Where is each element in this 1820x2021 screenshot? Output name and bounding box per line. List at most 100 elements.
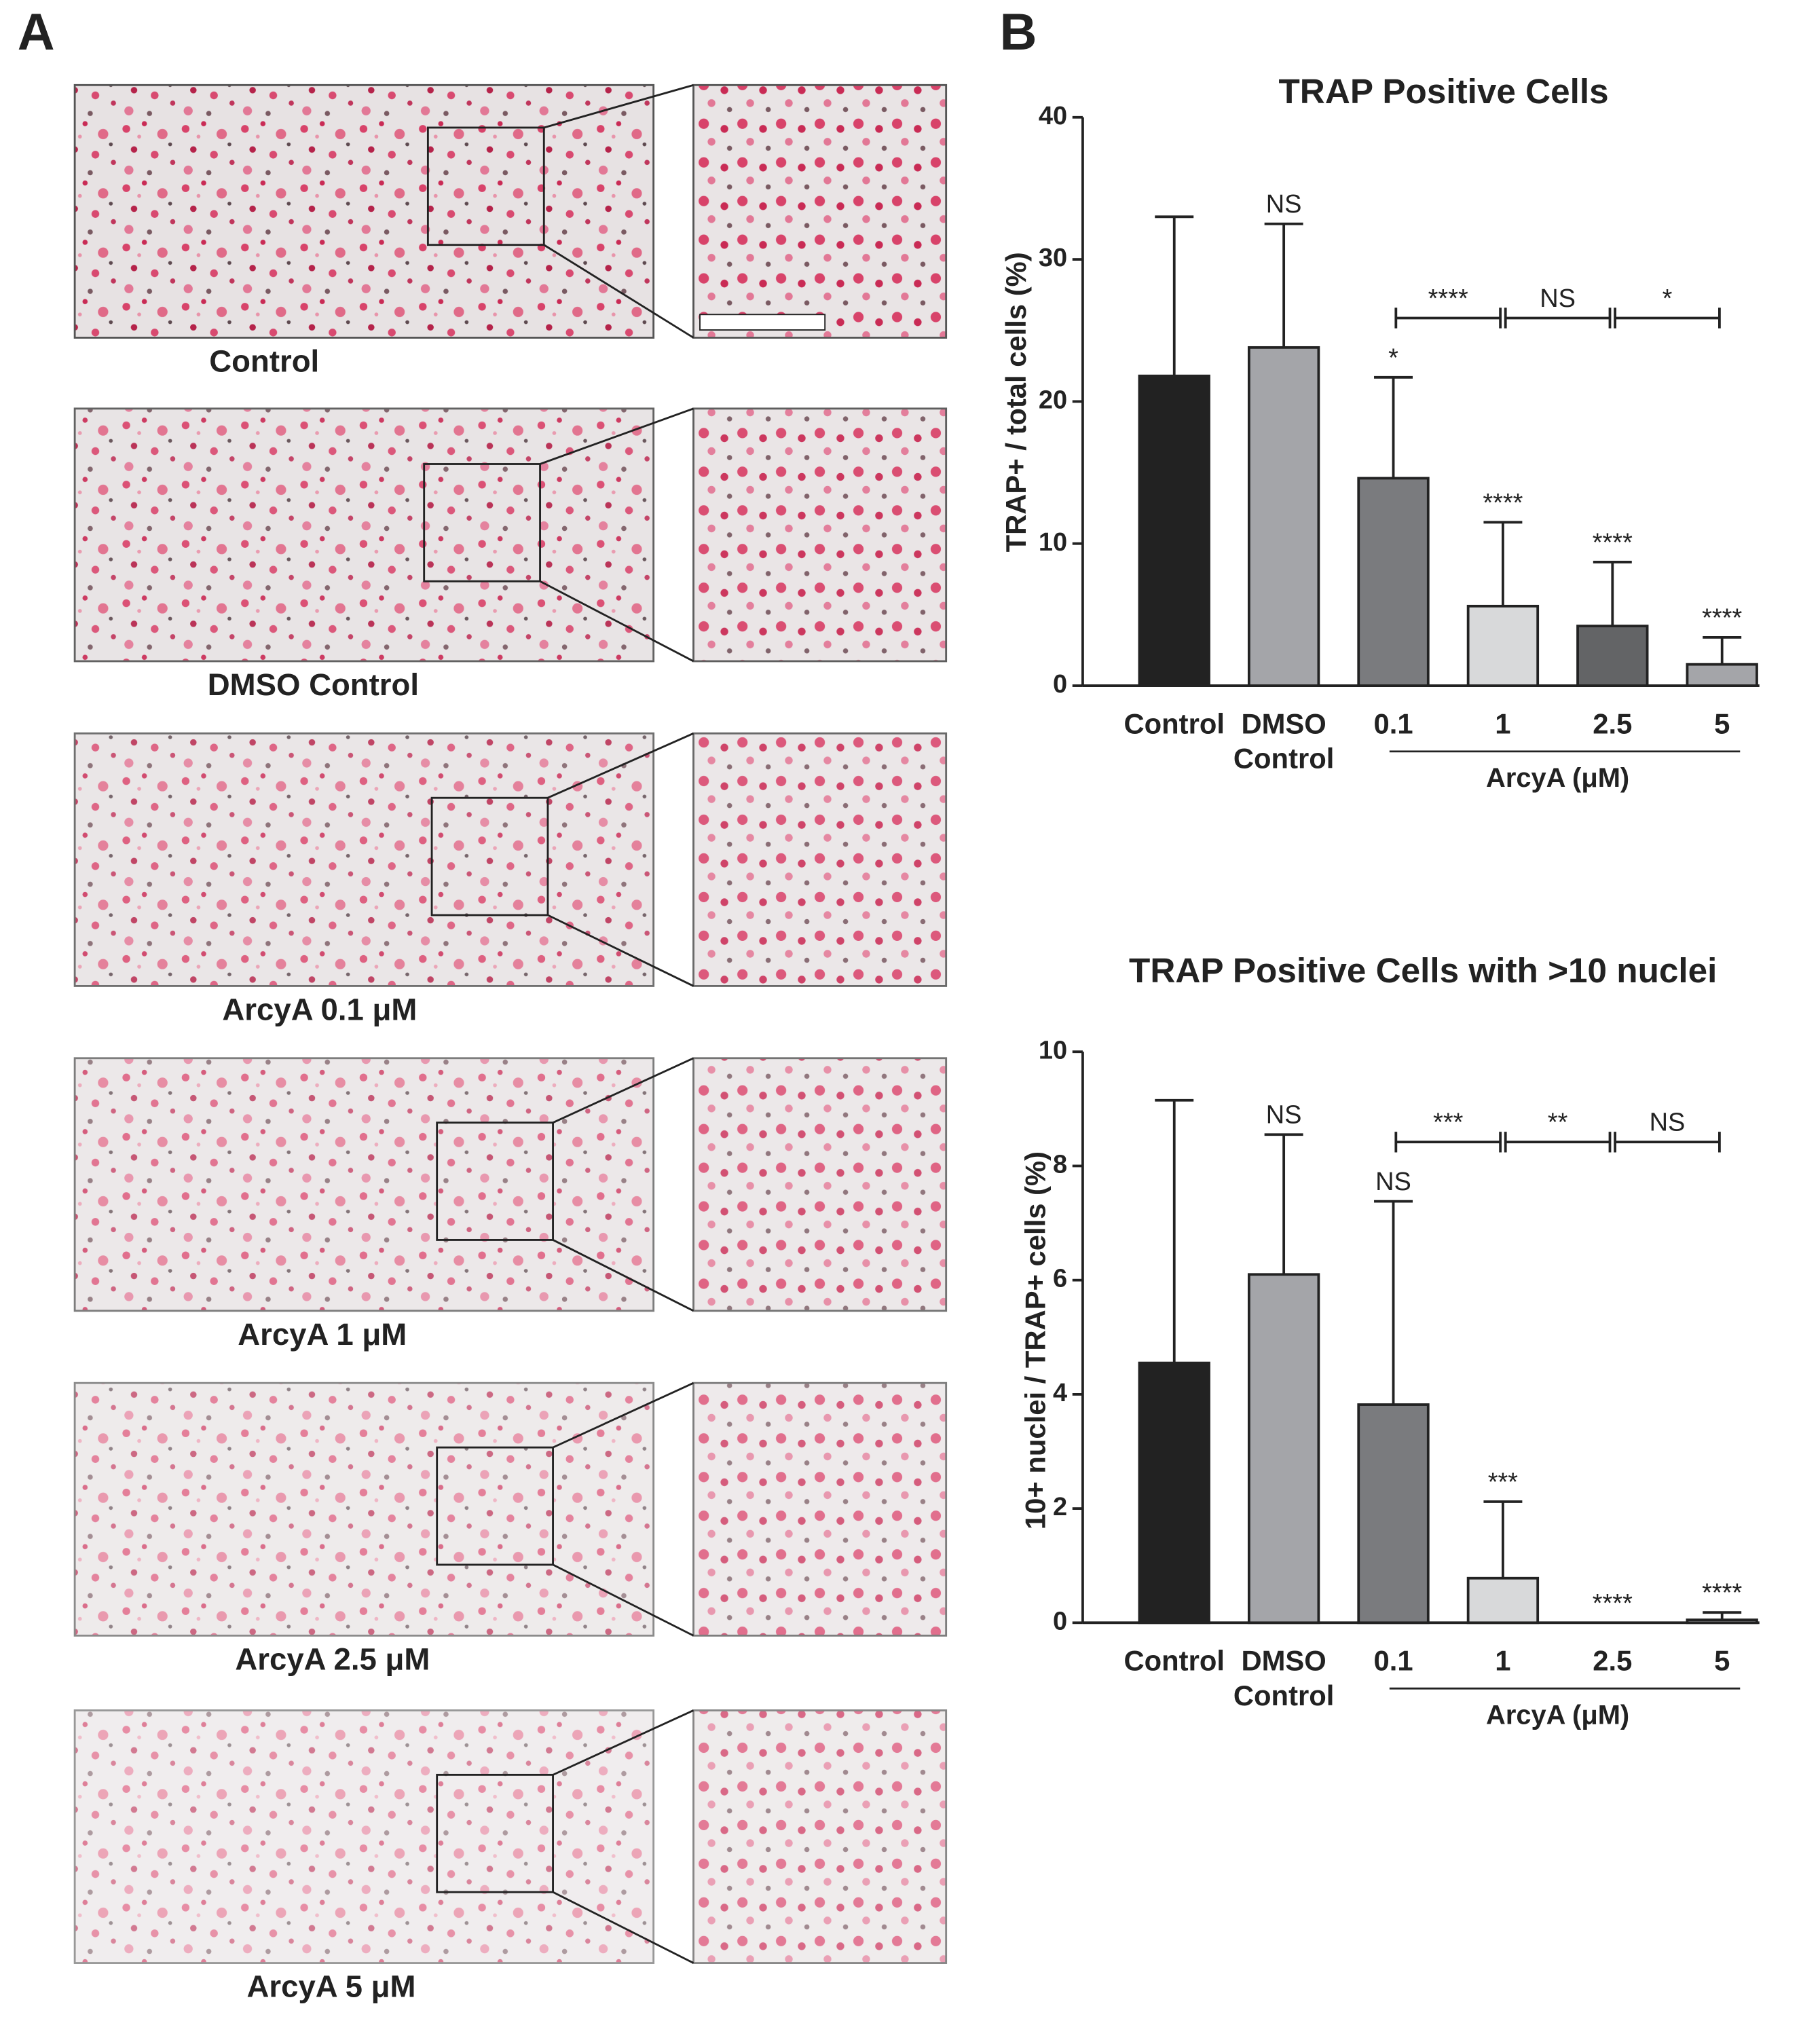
- y-tick-label: 4: [1053, 1379, 1067, 1407]
- inset-line: [552, 1057, 694, 1124]
- x-label-box: Control: [1123, 707, 1225, 740]
- scale-bar: [699, 314, 826, 331]
- x-label-box: 2.5: [1593, 1645, 1632, 1677]
- zoom-micrograph: [692, 1709, 948, 1964]
- micrograph-row: Control: [73, 84, 948, 378]
- x-label-box: 1: [1495, 1644, 1511, 1677]
- y-axis-label: 10+ nuclei / TRAP+ cells (%): [1020, 1151, 1052, 1529]
- comparison-label: NS: [1540, 284, 1576, 313]
- x-tick-label: 2.5: [1593, 707, 1633, 740]
- zoom-micrograph: [692, 1057, 948, 1312]
- significance-label: ****: [1593, 1589, 1633, 1618]
- x-label-box: DMSO Control: [1233, 1644, 1335, 1712]
- inset-line: [543, 84, 694, 129]
- x-label-box: 1: [1495, 707, 1511, 740]
- significance-label: NS: [1375, 1168, 1411, 1196]
- bar: [1466, 604, 1540, 687]
- inset-box: [436, 1121, 554, 1241]
- inset-box: [426, 126, 545, 246]
- x-label-box: Control: [1123, 1644, 1225, 1677]
- x-label-box: 0.1: [1373, 1644, 1413, 1677]
- significance-label: ****: [1702, 604, 1742, 632]
- inset-box: [436, 1446, 554, 1566]
- x-tick-label: 1: [1495, 1644, 1511, 1677]
- micrograph: [73, 407, 655, 663]
- x-label-box: DMSO Control: [1233, 707, 1335, 775]
- panel-label: B: [1000, 3, 1037, 61]
- x-label-box: 5: [1714, 707, 1730, 740]
- micrograph-row: DMSO Control: [73, 407, 948, 702]
- comparison-bracket: [1504, 1132, 1612, 1153]
- zoom-micrograph: [692, 407, 948, 663]
- micrograph-row: ArcyA 5 μM: [73, 1709, 948, 2004]
- significance-label: ****: [1702, 1579, 1742, 1608]
- significance-label: NS: [1266, 1101, 1302, 1130]
- comparison-label: ****: [1428, 284, 1468, 313]
- inset-line: [552, 1563, 694, 1637]
- micrograph: [73, 84, 655, 339]
- y-tick-label: 20: [1039, 386, 1067, 414]
- significance-label: NS: [1266, 190, 1302, 219]
- comparison-label: *: [1663, 284, 1673, 313]
- significance-label: ***: [1488, 1468, 1519, 1496]
- x-tick-label: 5: [1714, 707, 1730, 740]
- inset-line: [552, 1239, 694, 1312]
- inset-line: [547, 914, 694, 987]
- inset-line: [552, 1891, 694, 1964]
- inset-box: [430, 796, 549, 916]
- x-tick-label: 0.1: [1373, 1644, 1413, 1677]
- x-tick-label: DMSO Control: [1233, 707, 1335, 775]
- group-label: ArcyA (μM): [1486, 1700, 1629, 1730]
- inset-line: [547, 732, 694, 799]
- group-label: ArcyA (μM): [1486, 763, 1629, 793]
- x-tick-label: 0.1: [1373, 707, 1413, 740]
- x-tick-label: Control: [1123, 707, 1225, 740]
- inset-box: [423, 463, 541, 582]
- y-axis-label: TRAP+ / total cells (%): [1000, 252, 1032, 552]
- y-tick-label: 10: [1039, 528, 1067, 557]
- micrograph: [73, 1057, 655, 1312]
- panel-label: A: [18, 3, 55, 61]
- y-tick-label: 0: [1053, 670, 1067, 699]
- comparison-bracket: [1394, 308, 1502, 329]
- y-tick-label: 0: [1053, 1607, 1067, 1635]
- x-tick-label: 5: [1714, 1644, 1730, 1677]
- significance-label: ****: [1483, 489, 1523, 517]
- bar: [1576, 625, 1649, 687]
- comparison-bracket: [1614, 308, 1721, 329]
- y-tick-label: 6: [1053, 1265, 1067, 1293]
- micrograph-label: ArcyA 2.5 μM: [235, 1642, 430, 1676]
- micrograph-label: Control: [209, 344, 319, 378]
- bar: [1138, 1361, 1210, 1625]
- bar: [1357, 477, 1430, 687]
- inset-line: [552, 1709, 694, 1776]
- micrograph-row: ArcyA 1 μM: [73, 1057, 948, 1352]
- micrograph: [73, 1709, 655, 1964]
- inset-line: [540, 407, 694, 465]
- bar: [1466, 1576, 1540, 1625]
- chart-title: TRAP Positive Cells with >10 nuclei: [1129, 951, 1717, 990]
- significance-label: ****: [1593, 528, 1633, 557]
- bar: [1686, 663, 1758, 687]
- bar: [1247, 346, 1320, 687]
- micrograph: [73, 1382, 655, 1637]
- zoom-micrograph: [692, 84, 948, 339]
- inset-line: [552, 1382, 694, 1449]
- significance-label: *: [1388, 344, 1398, 372]
- comparison-bracket: [1614, 1132, 1721, 1153]
- micrograph-label: ArcyA 0.1 μM: [222, 992, 417, 1026]
- micrograph-row: ArcyA 2.5 μM: [73, 1382, 948, 1676]
- zoom-micrograph: [692, 732, 948, 987]
- zoom-micrograph: [692, 1382, 948, 1637]
- x-tick-label: Control: [1123, 1644, 1225, 1677]
- x-tick-label: 1: [1495, 707, 1511, 740]
- x-tick-label: DMSO Control: [1233, 1644, 1335, 1712]
- y-tick-label: 2: [1053, 1493, 1067, 1521]
- inset-line: [543, 244, 694, 339]
- micrograph-label: ArcyA 5 μM: [246, 1969, 415, 2004]
- micrograph-label: ArcyA 1 μM: [238, 1317, 407, 1352]
- inset-box: [436, 1773, 554, 1893]
- micrograph-row: ArcyA 0.1 μM: [73, 732, 948, 1026]
- y-tick-label: 10: [1039, 1036, 1067, 1064]
